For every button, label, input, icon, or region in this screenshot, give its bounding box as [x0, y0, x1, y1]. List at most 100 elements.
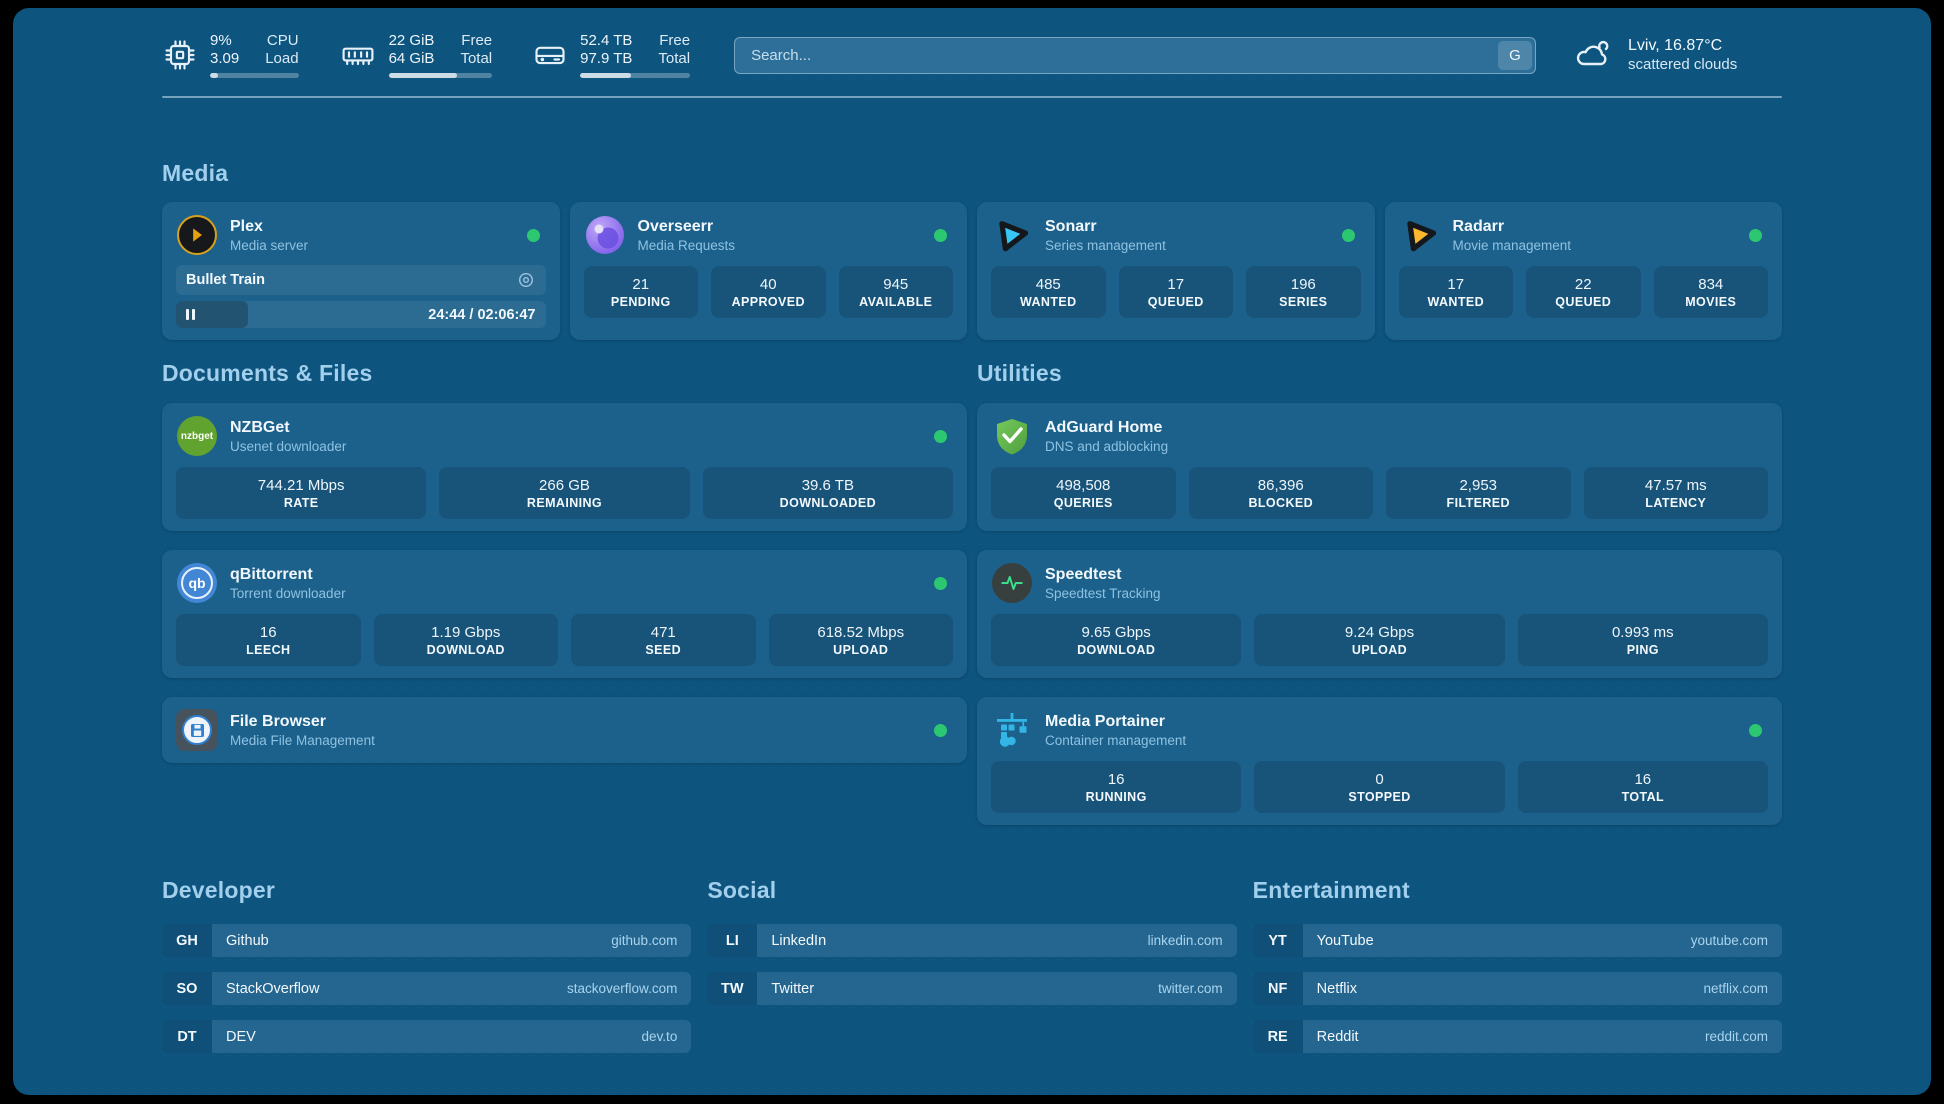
sonarr-icon [991, 214, 1033, 256]
radarr-icon [1399, 214, 1441, 256]
weather-widget: Lviv, 16.87°C scattered clouds [1572, 35, 1782, 75]
link-section-developer: Developer GH Github github.com SO StackO… [162, 877, 692, 1068]
now-playing-settings-icon[interactable] [516, 270, 536, 290]
media-progress-bar[interactable]: 24:44 / 02:06:47 [176, 301, 546, 328]
weather-condition: scattered clouds [1628, 56, 1738, 73]
header-divider [162, 96, 1782, 98]
stat-remaining: 266 GB REMAINING [439, 467, 690, 519]
section-title-developer: Developer [162, 877, 276, 903]
stat-queries: 498,508 QUERIES [991, 467, 1176, 519]
memory-progress-bar [388, 73, 493, 78]
app-card-sonarr[interactable]: Sonarr Series management 485 WANTED 17 Q… [977, 202, 1375, 340]
app-desc: Speedtest Tracking [1045, 585, 1161, 601]
app-card-adguard[interactable]: AdGuard Home DNS and adblocking 498,508 … [977, 403, 1782, 531]
app-card-portainer[interactable]: Media Portainer Container management 16 … [977, 697, 1782, 825]
memory-metric: 22 GiB Free 64 GiB Total [339, 32, 493, 78]
stat-pending: 21 PENDING [583, 266, 698, 318]
app-desc: Series management [1045, 237, 1166, 253]
filebrowser-icon [176, 709, 218, 751]
link-youtube[interactable]: YT YouTube youtube.com [1252, 924, 1782, 957]
app-card-speedtest[interactable]: Speedtest Speedtest Tracking 9.65 Gbps D… [977, 550, 1782, 678]
link-netflix[interactable]: NF Netflix netflix.com [1252, 972, 1782, 1005]
search-engine-button[interactable]: G [1498, 40, 1532, 70]
app-name: Plex [230, 217, 263, 235]
status-online-dot [1749, 723, 1762, 737]
stat-stopped: 0 STOPPED [1254, 761, 1505, 813]
link-linkedin[interactable]: LI LinkedIn linkedin.com [707, 924, 1237, 957]
storage-metric: 52.4 TB Free 97.9 TB Total [532, 32, 691, 78]
link-reddit[interactable]: RE Reddit reddit.com [1252, 1020, 1782, 1053]
adguard-icon [991, 415, 1033, 457]
stat-blocked: 86,396 BLOCKED [1188, 467, 1373, 519]
stat-download: 1.19 Gbps DOWNLOAD [373, 614, 558, 666]
status-online-dot [1341, 228, 1355, 242]
storage-icon [535, 46, 565, 65]
storage-total-label: Total [658, 50, 691, 67]
qbittorrent-icon: qb [176, 562, 218, 604]
stat-downloaded: 39.6 TB DOWNLOADED [702, 467, 953, 519]
stat-latency: 47.57 ms LATENCY [1583, 467, 1768, 519]
link-dev[interactable]: DT DEV dev.to [162, 1020, 692, 1053]
storage-free-label: Free [659, 32, 691, 49]
nzbget-icon: nzbget [176, 415, 218, 457]
stat-queued: 17 QUEUED [1118, 266, 1233, 318]
section-title-social: Social [707, 877, 777, 903]
utilities-column: Utilities AdGuard Home [977, 360, 1782, 825]
stat-seed: 471 SEED [571, 614, 756, 666]
status-online-dot [1749, 228, 1762, 242]
memory-total-label: Total [460, 50, 493, 67]
app-card-filebrowser[interactable]: File Browser Media File Management [162, 697, 967, 763]
status-online-dot [934, 228, 947, 242]
cpu-metric: 9% CPU 3.09 Load [162, 32, 299, 78]
app-card-overseerr[interactable]: Overseerr Media Requests 21 PENDING 40 A… [569, 202, 967, 340]
app-card-plex[interactable]: Plex Media server Bullet Train 24:44 / 0… [162, 202, 560, 340]
cpu-progress-bar [210, 73, 299, 78]
stat-total: 16 TOTAL [1517, 761, 1768, 813]
section-title-utilities: Utilities [977, 360, 1062, 386]
memory-icon [342, 47, 374, 66]
app-name: AdGuard Home [1045, 418, 1163, 436]
status-online-dot [934, 429, 947, 443]
stat-download: 9.65 Gbps DOWNLOAD [991, 614, 1242, 666]
cpu-load-label: Load [265, 50, 299, 67]
link-section-entertainment: Entertainment YT YouTube youtube.com NF … [1252, 877, 1782, 1068]
stat-movies: 834 MOVIES [1653, 266, 1768, 318]
link-stackoverflow[interactable]: SO StackOverflow stackoverflow.com [162, 972, 692, 1005]
app-desc: Torrent downloader [230, 585, 346, 601]
status-online-dot [934, 723, 947, 737]
plex-icon [176, 214, 218, 256]
section-title-media: Media [162, 160, 229, 186]
dashboard-panel: 9% CPU 3.09 Load [13, 8, 1931, 1095]
memory-total-value: 64 GiB [388, 50, 435, 67]
cpu-usage-value: 9% [210, 32, 232, 49]
stat-ping: 0.993 ms PING [1517, 614, 1768, 666]
search-input[interactable] [734, 36, 1536, 74]
link-github[interactable]: GH Github github.com [162, 924, 692, 957]
portainer-icon [991, 709, 1033, 751]
app-name: Media Portainer [1045, 712, 1166, 730]
app-name: NZBGet [230, 418, 290, 436]
link-twitter[interactable]: TW Twitter twitter.com [707, 972, 1237, 1005]
pause-button[interactable] [176, 301, 205, 328]
app-desc: Container management [1045, 732, 1187, 748]
memory-free-value: 22 GiB [388, 32, 435, 49]
cpu-load-value: 3.09 [210, 50, 240, 67]
section-title-entertainment: Entertainment [1252, 877, 1410, 903]
app-desc: Media Requests [637, 237, 736, 253]
app-card-radarr[interactable]: Radarr Movie management 17 WANTED 22 QUE… [1384, 202, 1782, 340]
section-title-documents: Documents & Files [162, 360, 373, 386]
overseerr-icon [584, 214, 626, 256]
memory-free-label: Free [461, 32, 493, 49]
now-playing-row: Bullet Train [176, 265, 546, 295]
storage-free-value: 52.4 TB [580, 32, 633, 49]
playback-time: 24:44 / 02:06:47 [428, 306, 536, 323]
app-name: qBittorrent [230, 565, 313, 583]
app-desc: DNS and adblocking [1045, 438, 1169, 454]
app-card-qbittorrent[interactable]: qb qBittorrent Torrent downloader 16 LEE… [162, 550, 967, 678]
app-card-nzbget[interactable]: nzbget NZBGet Usenet downloader 744.21 M… [162, 403, 967, 531]
app-desc: Usenet downloader [230, 438, 347, 454]
status-online-dot [526, 228, 540, 242]
app-name: Radarr [1452, 217, 1505, 235]
stat-running: 16 RUNNING [991, 761, 1242, 813]
app-name: Sonarr [1045, 217, 1097, 235]
